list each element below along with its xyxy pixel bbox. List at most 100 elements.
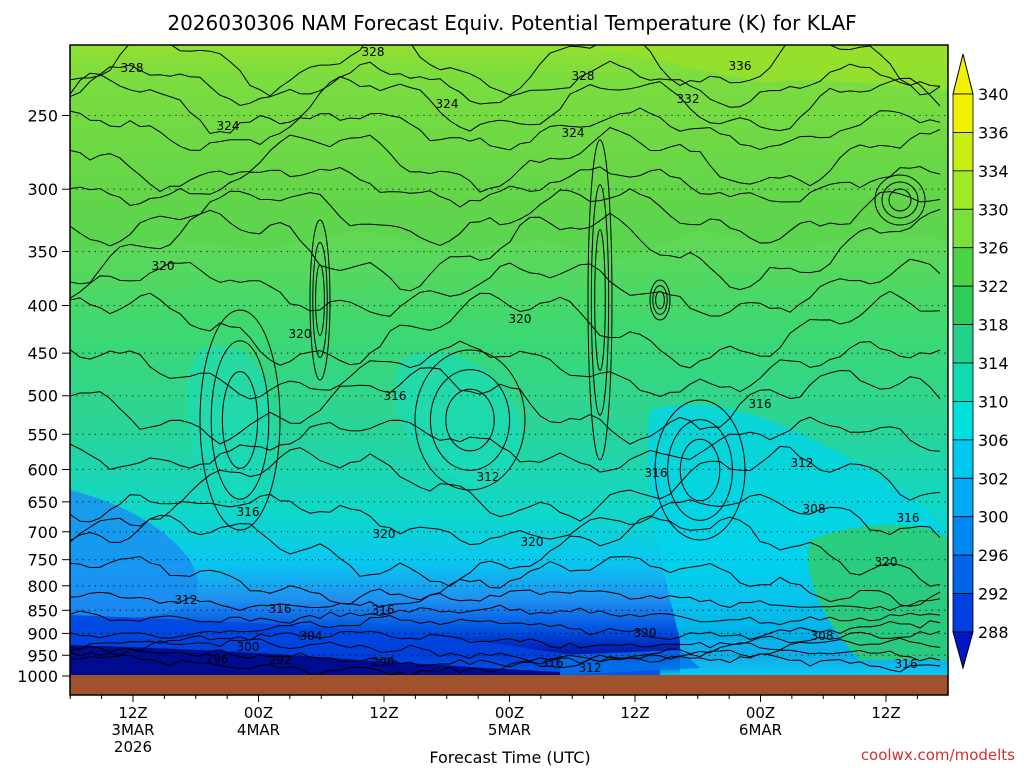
colorbar-segment xyxy=(952,477,974,518)
contour-label: 320 xyxy=(509,312,532,326)
contour-label: 328 xyxy=(572,69,595,83)
colorbar-top-arrow xyxy=(952,53,974,95)
contour-line xyxy=(70,340,941,400)
contour-loop xyxy=(429,369,511,471)
x-tick-label: 5MAR xyxy=(488,721,531,739)
contour-line xyxy=(70,445,941,523)
contour-line xyxy=(70,72,941,135)
contour-line xyxy=(70,653,941,675)
contour-loop xyxy=(587,139,613,461)
contour-loop xyxy=(881,181,919,219)
credit-text: coolwx.com/modelts xyxy=(861,746,1015,764)
contour-label: 324 xyxy=(436,97,459,111)
colorbar-label: 314 xyxy=(978,354,1009,373)
contour-label: 320 xyxy=(521,535,544,549)
y-tick-label: 950 xyxy=(27,646,58,665)
colorbar-segment xyxy=(952,324,974,364)
contour-label: 320 xyxy=(289,327,312,341)
contour-label: 300 xyxy=(237,640,260,654)
colorbar-segment xyxy=(952,554,974,594)
colorbar-segment xyxy=(952,593,974,633)
contour-line xyxy=(70,555,941,607)
colorbar-segment xyxy=(952,401,974,441)
contour-label: 316 xyxy=(541,656,564,670)
colorbar-label: 296 xyxy=(978,546,1009,565)
contour-label: 320 xyxy=(373,527,396,541)
y-tick-label: 750 xyxy=(27,551,58,570)
contour-label: 312 xyxy=(477,470,500,484)
y-tick-label: 1000 xyxy=(17,667,58,686)
contour-label: 308 xyxy=(811,629,834,643)
contour-label: 296 xyxy=(372,655,395,669)
contour-label: 328 xyxy=(362,45,385,59)
x-tick-label: 6MAR xyxy=(739,721,782,739)
contour-line xyxy=(70,126,941,193)
colorbar-label: 300 xyxy=(978,508,1009,527)
contour-loop xyxy=(667,419,733,521)
lower-right-green-region xyxy=(808,525,948,660)
contour-loop xyxy=(210,340,270,500)
high-theta-green-region xyxy=(70,45,948,260)
contour-line xyxy=(70,367,941,445)
colorbar-label: 336 xyxy=(978,123,1009,142)
surface-dark-blue-band xyxy=(70,645,560,675)
y-tick-label: 900 xyxy=(27,624,58,643)
contour-line xyxy=(70,514,941,587)
contour-line xyxy=(70,589,941,611)
colorbar-segment xyxy=(952,170,974,210)
contour-label: 316 xyxy=(897,511,920,525)
contour-loop xyxy=(652,285,668,315)
contour-label: 320 xyxy=(634,626,657,640)
x-tick-label: 4MAR xyxy=(237,721,280,739)
contour-loop xyxy=(594,229,606,371)
colorbar-segment xyxy=(952,208,974,249)
y-tick-label: 550 xyxy=(27,425,58,444)
colorbar-label: 288 xyxy=(978,623,1009,642)
colorbar-segment xyxy=(952,362,974,402)
pressure-gridlines xyxy=(70,114,948,656)
contour-lines xyxy=(70,45,941,675)
contour-loop xyxy=(221,371,259,469)
contour-line xyxy=(70,45,941,97)
contour-line xyxy=(70,630,941,651)
contour-label: 320 xyxy=(152,259,175,273)
contour-line xyxy=(70,209,941,292)
contour-label: 324 xyxy=(562,126,585,140)
x-tick-label: 12Z xyxy=(871,704,900,722)
y-tick-label: 650 xyxy=(27,493,58,512)
colorbar-label: 340 xyxy=(978,85,1009,104)
contour-loop xyxy=(414,349,526,491)
colorbar-label: 306 xyxy=(978,431,1009,450)
colorbar-label: 318 xyxy=(978,316,1009,335)
contour-line xyxy=(70,258,941,317)
surface-mid-blue-band xyxy=(560,650,700,675)
contour-label: 312 xyxy=(175,593,198,607)
contour-label: 316 xyxy=(384,389,407,403)
chart-title: 2026030306 NAM Forecast Equiv. Potential… xyxy=(167,11,856,35)
contour-label: 332 xyxy=(677,92,700,106)
colorbar-label: 292 xyxy=(978,585,1009,604)
colorbar-label: 322 xyxy=(978,277,1009,296)
x-tick-label: 00Z xyxy=(746,704,775,722)
contour-loop xyxy=(654,399,746,541)
contour-line xyxy=(70,637,941,662)
contour-loop xyxy=(590,184,610,416)
contour-label: 292 xyxy=(269,653,292,667)
x-tick-label: 12Z xyxy=(369,704,398,722)
contour-label: 324 xyxy=(217,119,240,133)
x-tick-label: 00Z xyxy=(244,704,273,722)
contour-line xyxy=(70,648,941,668)
pressure-axis: 250 300 350 400 450 500 550 600 650 700 750 800 850 9… xyxy=(17,106,70,686)
contour-label: 308 xyxy=(803,502,826,516)
colorbar-label: 310 xyxy=(978,392,1009,411)
x-tick-label: 12Z xyxy=(620,704,649,722)
contour-label: 316 xyxy=(895,657,918,671)
y-tick-label: 250 xyxy=(27,106,58,125)
contour-label: 316 xyxy=(269,602,292,616)
colorbar-bottom-arrow xyxy=(952,631,974,670)
colorbar-label: 330 xyxy=(978,200,1009,219)
contour-label: 316 xyxy=(372,603,395,617)
colorbar-label: 302 xyxy=(978,469,1009,488)
contour-line xyxy=(70,188,941,247)
